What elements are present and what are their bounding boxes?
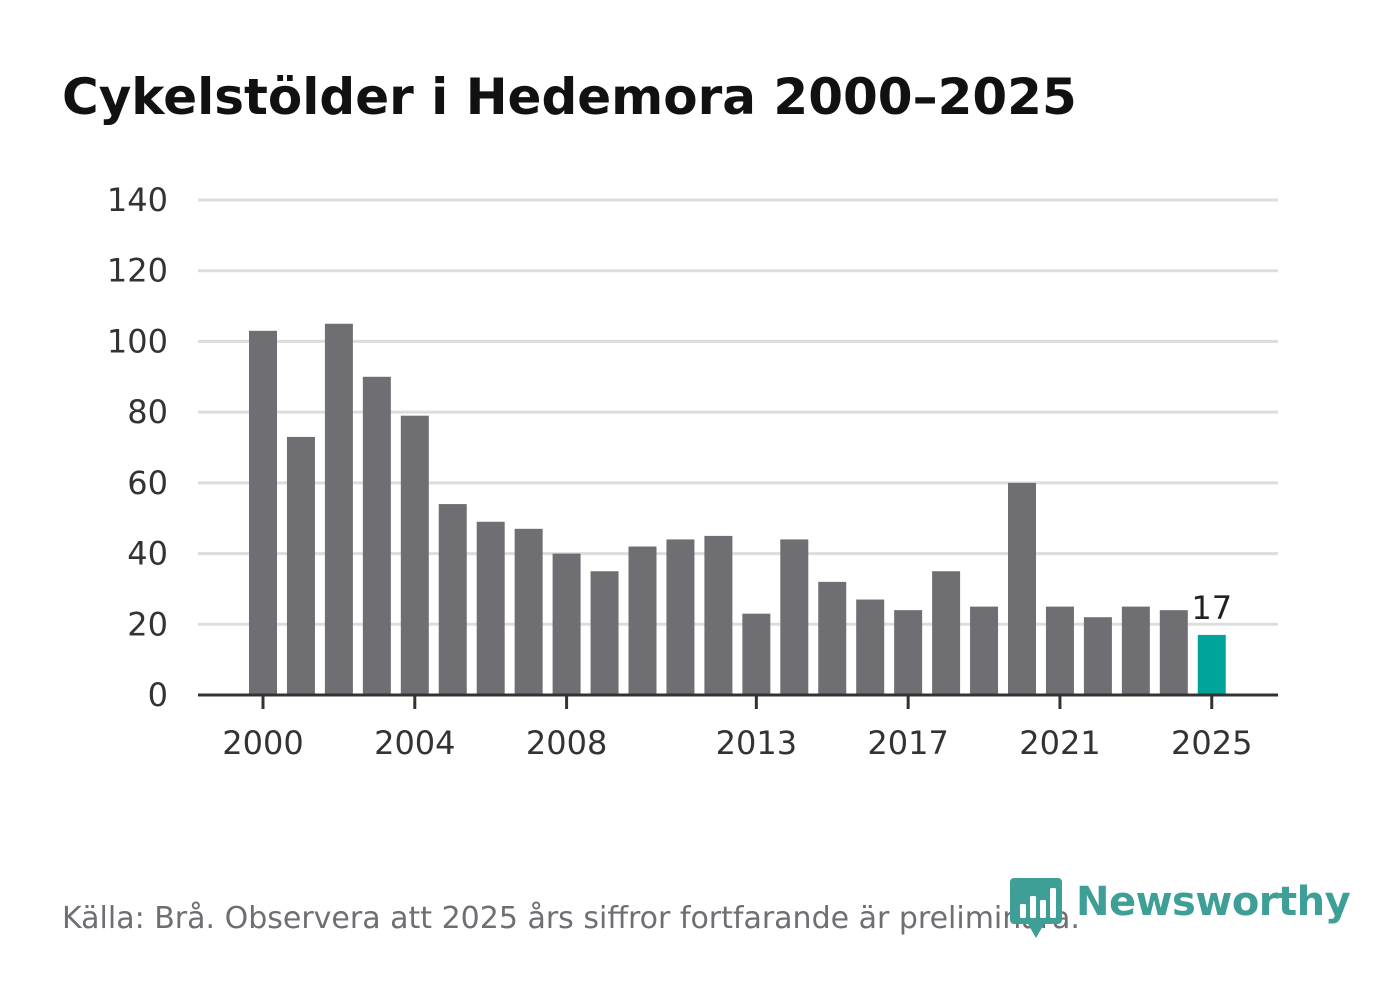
bar-2010 <box>628 546 657 695</box>
bar-2018 <box>932 571 961 695</box>
bar-2007 <box>514 528 543 695</box>
bar-2023 <box>1121 606 1150 695</box>
bar-2017 <box>894 610 923 695</box>
y-tick-label: 100 <box>107 322 168 360</box>
y-tick-label: 60 <box>127 464 168 502</box>
y-tick-label: 120 <box>107 252 168 290</box>
x-tick-label: 2021 <box>1019 724 1100 762</box>
y-tick-label: 40 <box>127 535 168 573</box>
chart-title: Cykelstölder i Hedemora 2000–2025 <box>62 68 1077 126</box>
bar-2022 <box>1083 617 1112 695</box>
bar-2021 <box>1045 606 1074 695</box>
x-tick-label: 2000 <box>222 724 303 762</box>
bars <box>249 323 1226 695</box>
y-tick-label: 140 <box>107 181 168 219</box>
bar-2014 <box>780 539 809 695</box>
bar-2020 <box>1008 482 1036 695</box>
x-tick-label: 2025 <box>1171 724 1252 762</box>
x-tick-label: 2013 <box>716 724 797 762</box>
bar-2024 <box>1159 610 1188 695</box>
data-label-2025: 17 <box>1191 589 1232 627</box>
x-axis-ticks: 2000 2004 2008 2013 2017 2021 2025 <box>222 695 1252 762</box>
bar-2000 <box>249 330 277 695</box>
data-labels: 17 <box>1191 589 1232 627</box>
source-note: Källa: Brå. Observera att 2025 års siffr… <box>62 901 1080 936</box>
bar-2005 <box>438 504 467 695</box>
bar-2016 <box>856 599 885 695</box>
y-axis-tick-labels: 0 20 40 60 80 100 120 140 <box>107 181 168 714</box>
bar-2004 <box>400 415 429 695</box>
bar-2019 <box>970 606 999 695</box>
y-tick-label: 20 <box>127 605 168 643</box>
bar-2001 <box>286 436 315 695</box>
bar-2011 <box>666 539 695 695</box>
bar-2012 <box>704 535 733 695</box>
bar-2006 <box>476 521 505 695</box>
bar-2002 <box>324 323 353 695</box>
y-tick-label: 80 <box>127 393 168 431</box>
x-tick-label: 2008 <box>526 724 607 762</box>
bar-2003 <box>362 376 391 695</box>
bar-2013 <box>742 613 771 695</box>
x-tick-label: 2004 <box>374 724 455 762</box>
bar-2015 <box>818 581 847 695</box>
x-tick-label: 2017 <box>867 724 948 762</box>
newsworthy-logo[interactable]: Newsworthy <box>1010 876 1351 940</box>
bar-2025 <box>1197 634 1226 695</box>
bar-2008 <box>552 553 581 695</box>
bar-2009 <box>590 571 619 695</box>
newsworthy-logo-text: Newsworthy <box>1076 879 1351 925</box>
y-tick-label: 0 <box>148 676 168 714</box>
gridlines <box>198 198 1278 626</box>
newsworthy-bar-chart-icon <box>1010 878 1062 938</box>
